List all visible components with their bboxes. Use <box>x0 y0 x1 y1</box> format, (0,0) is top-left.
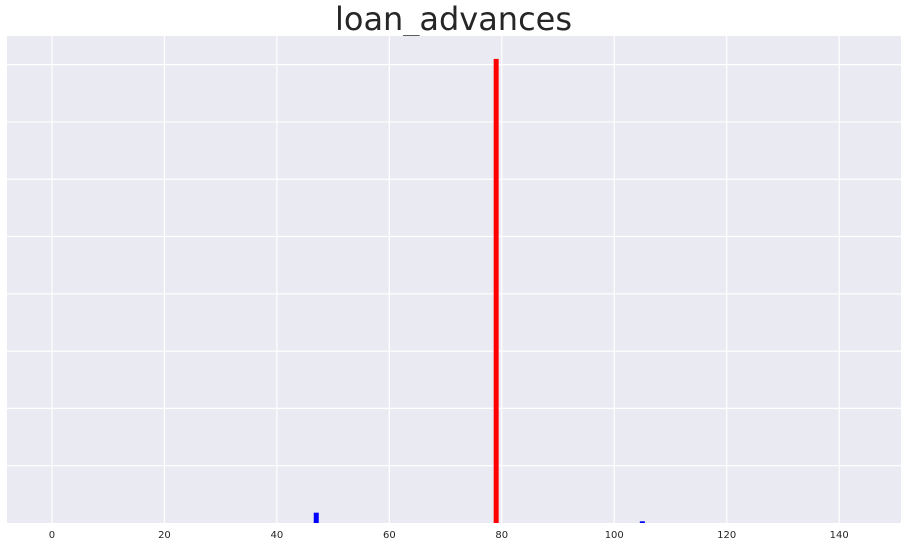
grid-layer <box>7 36 901 523</box>
x-tick-label: 80 <box>495 530 508 541</box>
x-tick-label: 100 <box>605 530 624 541</box>
bar-2 <box>639 521 645 523</box>
x-tick-label: 140 <box>830 530 849 541</box>
plot-area <box>7 36 901 523</box>
bar-0 <box>313 512 319 523</box>
x-tick-label: 120 <box>717 530 736 541</box>
x-tick-label: 60 <box>383 530 396 541</box>
chart-title: loan_advances <box>334 0 573 38</box>
x-tick-label: 0 <box>49 530 55 541</box>
bar-1 <box>493 58 499 523</box>
x-tick-layer: 0 20 40 60 80 100 120 140 <box>49 530 849 541</box>
x-tick-label: 20 <box>158 530 171 541</box>
x-tick-label: 40 <box>271 530 284 541</box>
bar-layer <box>313 58 645 523</box>
